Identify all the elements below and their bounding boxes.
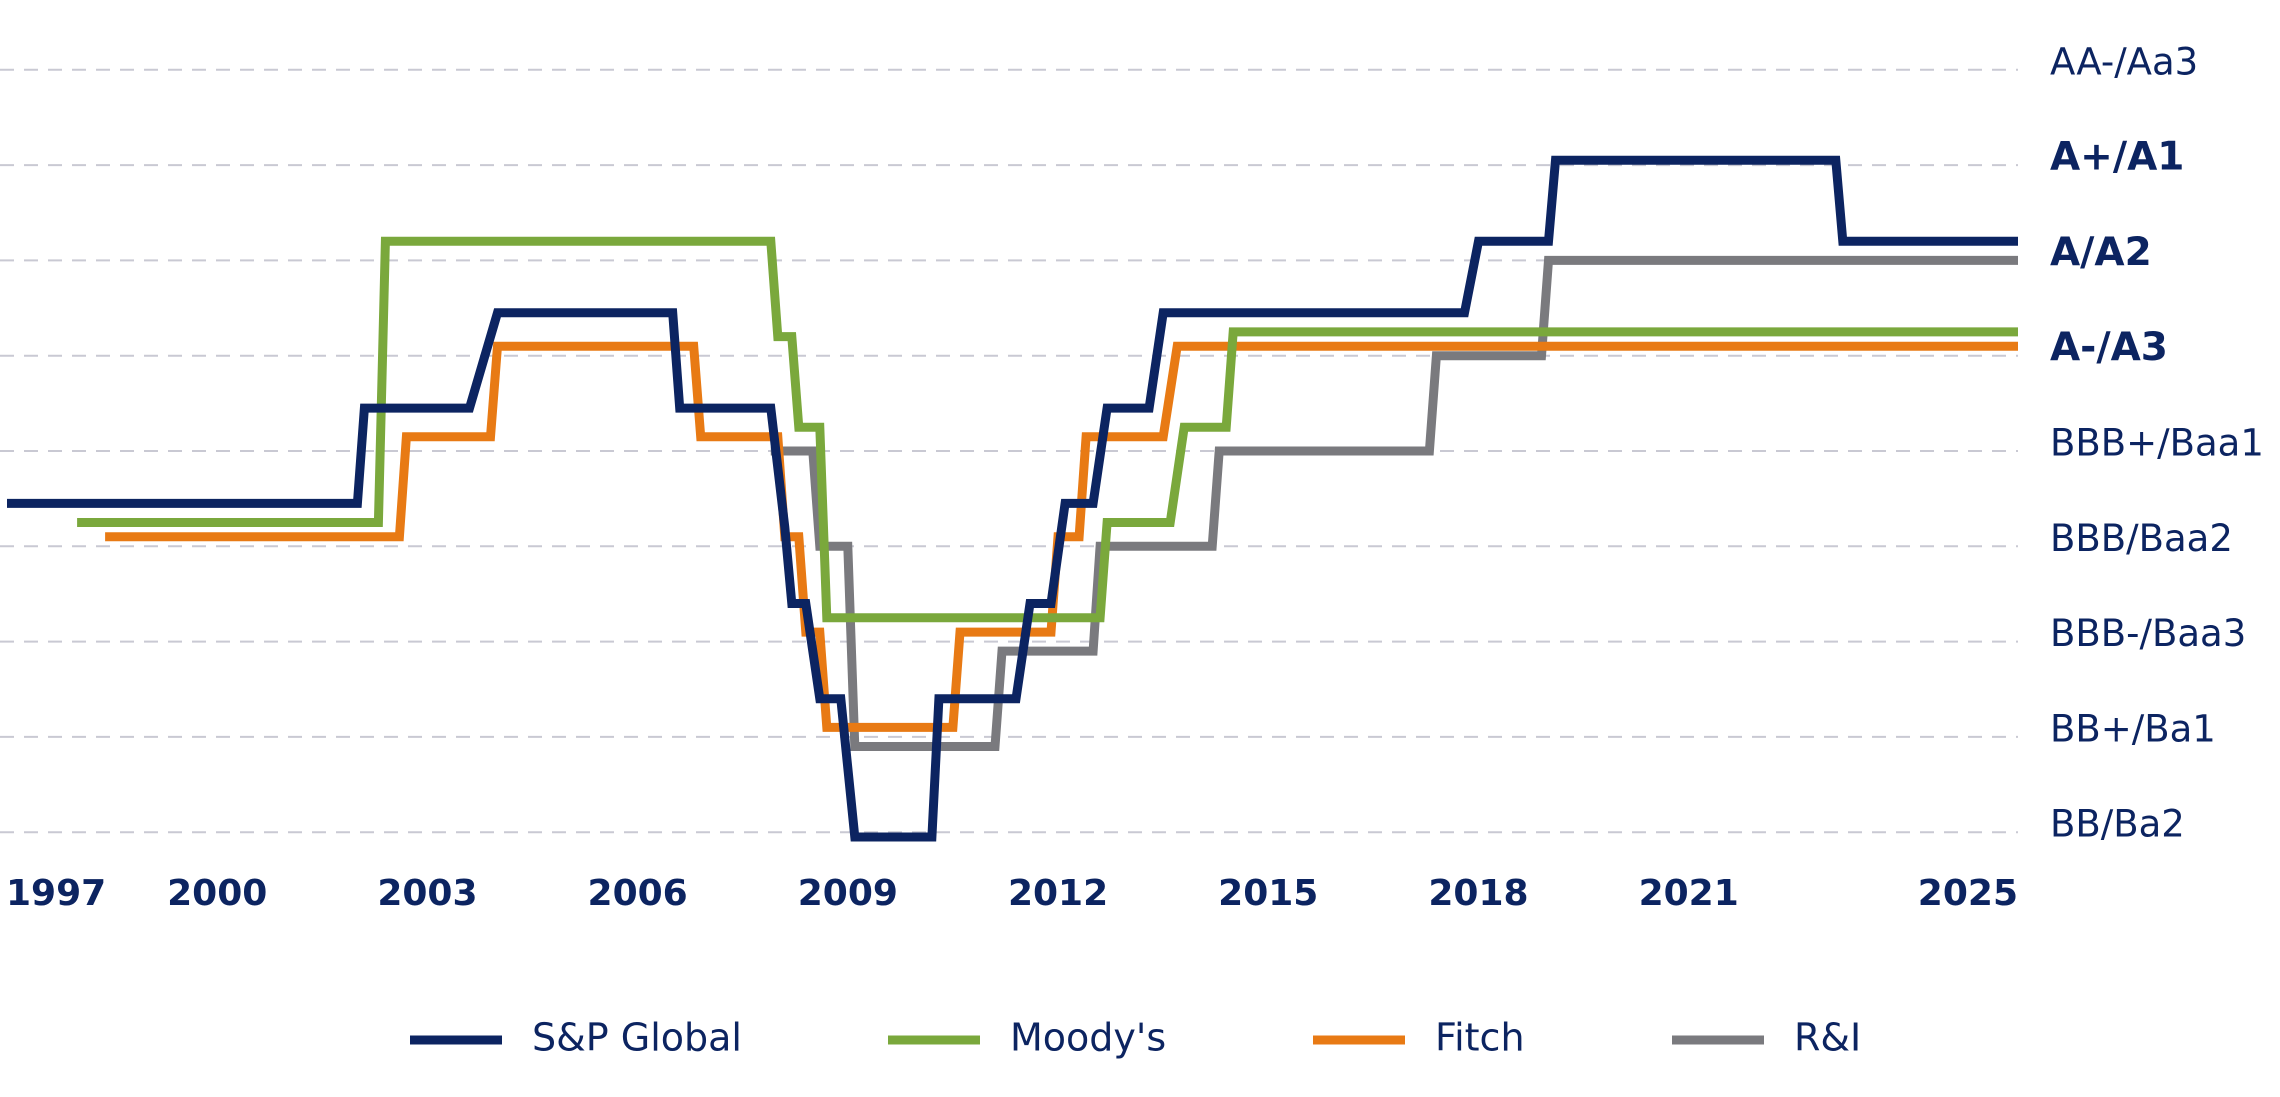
x-tick-label-2012: 2012 <box>1008 873 1108 914</box>
series-lines <box>7 155 2018 842</box>
x-tick-label-2025: 2025 <box>1918 873 2018 914</box>
x-tick-label-2003: 2003 <box>377 873 477 914</box>
series-line-r-i <box>770 255 2018 751</box>
y-tick-label-a-a2: A/A2 <box>2050 230 2152 275</box>
x-tick-label-2009: 2009 <box>798 873 898 914</box>
y-tick-label-bbb-baa2: BBB/Baa2 <box>2050 517 2233 560</box>
y-axis-rating-labels: BB/Ba2 BB+/Ba1 BBB-/Baa3 BBB/Baa2 BBB+/Baa1 A… <box>2050 40 2264 845</box>
x-tick-label-2006: 2006 <box>588 873 688 914</box>
y-tick-label-bbb-baa3: BBB-/Baa3 <box>2050 612 2246 655</box>
series-line-moody-s <box>77 236 2018 623</box>
x-axis-year-labels: 1997 2000 2003 2006 2009 2012 2015 2018 2021 2025 <box>6 873 2018 914</box>
legend-label-r-i: R&I <box>1794 1016 1861 1060</box>
x-tick-label-2018: 2018 <box>1428 873 1528 914</box>
x-tick-label-2021: 2021 <box>1639 873 1739 914</box>
legend-label-moody-s: Moody's <box>1010 1016 1166 1060</box>
y-tick-label-bbb-baa1: BBB+/Baa1 <box>2050 422 2264 465</box>
x-tick-label-1997: 1997 <box>6 873 106 914</box>
x-tick-label-2000: 2000 <box>167 873 267 914</box>
legend-label-fitch: Fitch <box>1435 1016 1525 1060</box>
legend: S&P Global Moody's Fitch R&I <box>410 1016 1861 1060</box>
x-tick-label-2015: 2015 <box>1218 873 1318 914</box>
y-tick-label-aa-aa3: AA-/Aa3 <box>2050 40 2198 83</box>
y-tick-label-bb-ba2: BB/Ba2 <box>2050 803 2185 846</box>
y-tick-label-a-a3: A-/A3 <box>2050 325 2168 370</box>
series-line-s-p-global <box>7 155 2018 842</box>
legend-label-s-p-global: S&P Global <box>532 1016 742 1060</box>
grid-lines <box>0 68 2018 834</box>
y-tick-label-bb-ba1: BB+/Ba1 <box>2050 707 2216 750</box>
y-tick-label-a-a1: A+/A1 <box>2050 135 2184 180</box>
